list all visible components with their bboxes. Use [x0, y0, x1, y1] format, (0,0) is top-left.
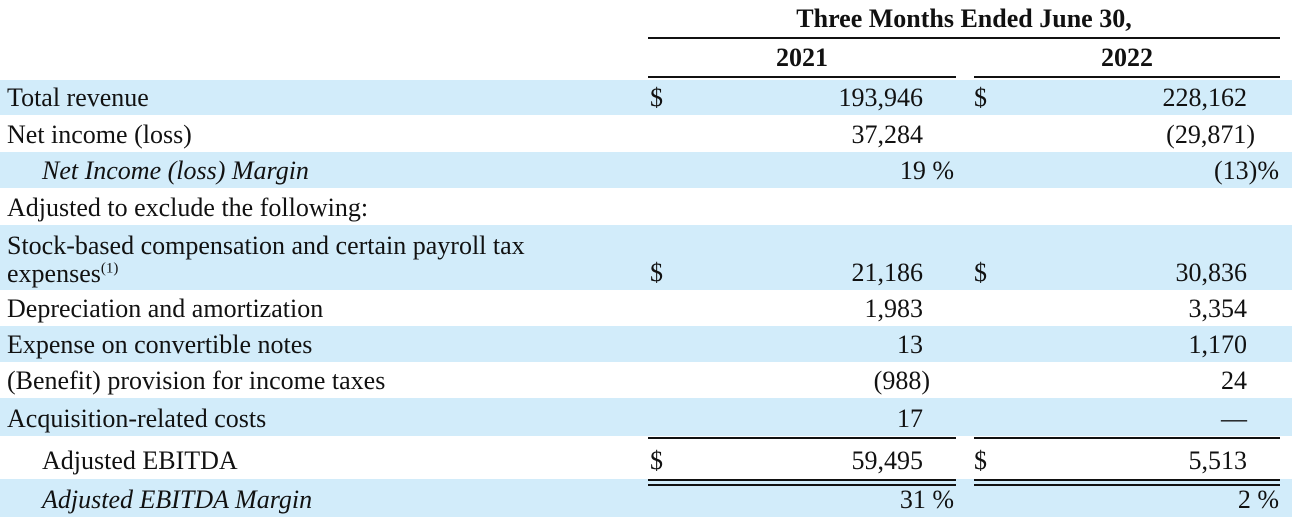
value-2022: 1,170 [1188, 330, 1248, 359]
period-header-rule [648, 37, 1280, 39]
row-label-line2-text: expenses [7, 259, 101, 288]
currency-2021: $ [650, 83, 663, 112]
row-label: Adjusted EBITDA [42, 446, 238, 475]
value-2022: 30,836 [1175, 258, 1248, 287]
value-2022: (29,871) [1166, 120, 1255, 149]
table-row: Total revenue $ 193,946 $ 228,162 [0, 80, 1292, 115]
value-2021: 13 [897, 330, 923, 359]
value-2021: (988) [873, 366, 930, 395]
row-label: Depreciation and amortization [7, 294, 324, 323]
row-label: Net Income (loss) Margin [42, 156, 309, 185]
table-row: Net income (loss) 37,284 (29,871) [0, 115, 1292, 152]
value-2022: 24 [1221, 366, 1247, 395]
value-2021: 1,983 [864, 294, 924, 323]
value-2021: 37,284 [851, 120, 924, 149]
year-2021-rule [648, 76, 956, 78]
value-2021: 21,186 [851, 258, 924, 287]
table-row: Depreciation and amortization 1,983 3,35… [0, 290, 1292, 326]
period-header: Three Months Ended June 30, [796, 4, 1132, 33]
total-double-rule-top-2022 [974, 479, 1280, 481]
table-row: (Benefit) provision for income taxes (98… [0, 362, 1292, 398]
row-label: Adjusted EBITDA Margin [42, 485, 313, 514]
section-label: Adjusted to exclude the following: [7, 193, 369, 222]
year-2022-rule [974, 76, 1280, 78]
table-row: Adjusted EBITDA $ 59,495 $ 5,513 [0, 440, 1292, 478]
value-2022: 3,354 [1188, 294, 1248, 323]
table-row: Expense on convertible notes 13 1,170 [0, 326, 1292, 362]
row-label-line2: expenses(1) [7, 260, 525, 288]
row-label: (Benefit) provision for income taxes [7, 366, 386, 395]
value-2021: 31 % [899, 485, 954, 514]
subtotal-rule-2021 [648, 437, 956, 439]
currency-2022: $ [974, 446, 987, 475]
table-row: Net Income (loss) Margin 19 % (13)% [0, 152, 1292, 188]
value-2022: 228,162 [1162, 83, 1248, 112]
row-label-line1: Stock-based compensation and certain pay… [7, 231, 525, 260]
year-2022-header: 2022 [1101, 43, 1153, 72]
footnote-marker: (1) [100, 260, 119, 277]
total-double-rule-top-2021 [648, 479, 956, 481]
row-label: Acquisition-related costs [7, 404, 267, 433]
subtotal-rule-2022 [974, 437, 1280, 439]
value-2021: 193,946 [838, 83, 924, 112]
value-2021: 17 [897, 404, 923, 433]
year-2021-header: 2021 [776, 43, 828, 72]
table-row: Stock-based compensation and certain pay… [0, 225, 1292, 290]
value-2021: 59,495 [851, 446, 924, 475]
currency-2022: $ [974, 258, 987, 287]
value-2021: 19 % [899, 156, 954, 185]
row-label: Net income (loss) [7, 120, 192, 149]
total-double-rule-bottom-2021 [648, 484, 956, 486]
value-2022: (13)% [1214, 156, 1279, 185]
value-2022: 5,513 [1188, 446, 1248, 475]
row-label: Expense on convertible notes [7, 330, 313, 359]
row-label: Total revenue [7, 83, 149, 112]
currency-2022: $ [974, 83, 987, 112]
table-row: Acquisition-related costs 17 — [0, 398, 1292, 436]
value-2022: 2 % [1237, 485, 1279, 514]
currency-2021: $ [650, 446, 663, 475]
row-label: Stock-based compensation and certain pay… [7, 232, 525, 288]
currency-2021: $ [650, 258, 663, 287]
table-row: Adjusted to exclude the following: [0, 188, 1292, 225]
total-double-rule-bottom-2022 [974, 484, 1280, 486]
value-2022: — [1221, 404, 1247, 433]
